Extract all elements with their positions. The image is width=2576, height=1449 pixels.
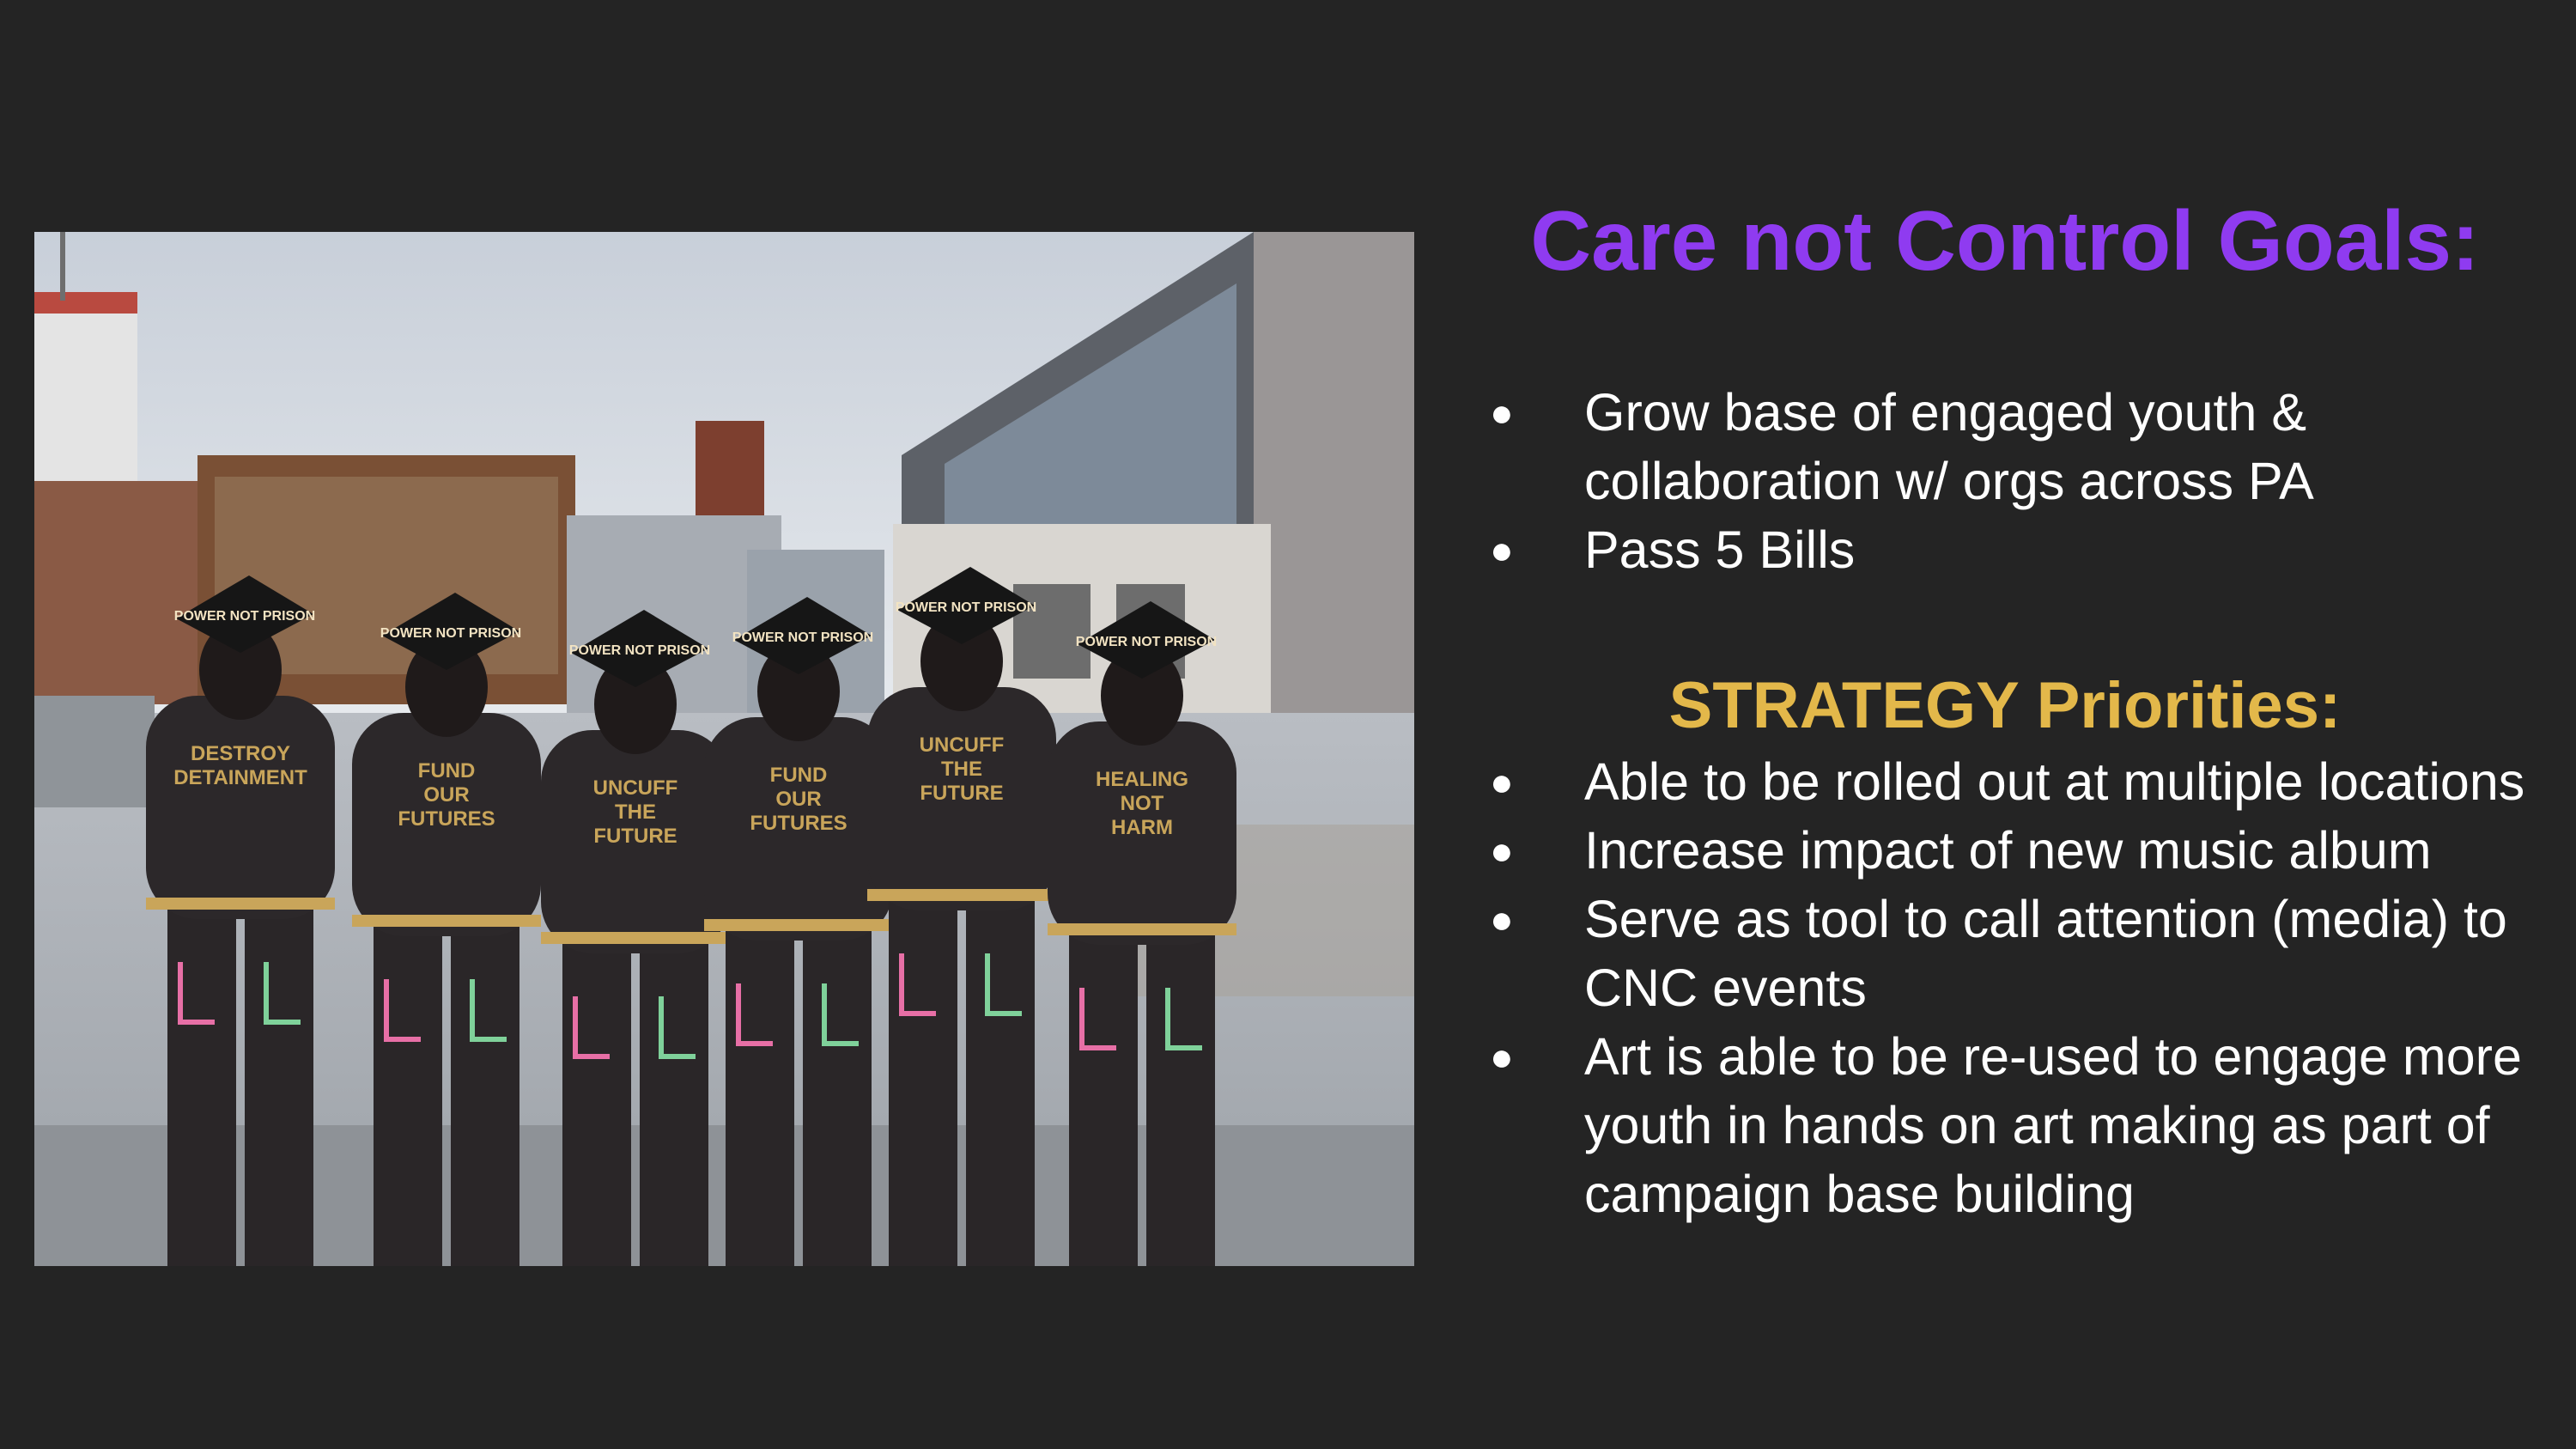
- person: POWER NOT PRISON FUND OUR FUTURES: [352, 593, 541, 1266]
- head: [920, 612, 1003, 711]
- jumpsuit: [867, 687, 1056, 910]
- person: POWER NOT PRISON FUND OUR FUTURES: [704, 597, 893, 1266]
- cap-text: POWER NOT PRISON: [896, 600, 1036, 615]
- goal-item: ● Pass 5 Bills: [1477, 515, 2542, 584]
- rooftop-photo: POWER NOT PRISON DESTROY DETAINMENT POWER N…: [34, 232, 1414, 1266]
- bullet-icon: ●: [1490, 390, 1514, 435]
- head: [757, 642, 840, 741]
- strategy-item: ● Serve as tool to call attention (media)…: [1477, 885, 2567, 1022]
- cap-text: POWER NOT PRISON: [1076, 635, 1217, 649]
- graduation-cap: [734, 597, 872, 674]
- slide-title: Care not Control Goals:: [1530, 193, 2480, 288]
- jumpsuit: [146, 696, 335, 919]
- goal-text: Pass 5 Bills: [1584, 521, 1856, 579]
- bullet-icon: ●: [1490, 1034, 1514, 1079]
- strategy-text: Serve as tool to call attention (media) …: [1584, 890, 2507, 1017]
- strategy-item: ● Art is able to be re-used to engage mor…: [1477, 1022, 2567, 1228]
- graduation-cap: [571, 610, 708, 687]
- bullet-icon: ●: [1490, 828, 1514, 873]
- strategy-item: ● Able to be rolled out at multiple locat…: [1477, 747, 2567, 816]
- graduation-cap: [382, 593, 519, 670]
- jacket-text: HEALING NOT HARM: [1096, 768, 1188, 839]
- strategy-item: ● Increase impact of new music album: [1477, 816, 2567, 885]
- jacket-text: FUND OUR FUTURES: [398, 759, 495, 831]
- belt: [352, 915, 541, 927]
- jumpsuit: [541, 730, 730, 953]
- jacket-text: DESTROY DETAINMENT: [173, 742, 307, 789]
- goal-item: ● Grow base of engaged youth & collaborat…: [1477, 378, 2542, 515]
- cap-text: POWER NOT PRISON: [380, 626, 521, 641]
- person: POWER NOT PRISON DESTROY DETAINMENT: [146, 575, 335, 1266]
- head: [594, 654, 677, 754]
- head: [1101, 646, 1183, 746]
- bullet-icon: ●: [1490, 759, 1514, 804]
- head: [199, 620, 282, 720]
- strategy-list: ● Able to be rolled out at multiple locat…: [1477, 747, 2567, 1228]
- graduation-cap: [176, 575, 313, 653]
- jumpsuit: [704, 717, 893, 941]
- graduation-cap: [1078, 601, 1215, 679]
- cap-text: POWER NOT PRISON: [569, 643, 710, 658]
- bullet-icon: ●: [1490, 527, 1514, 572]
- belt: [146, 898, 335, 910]
- jacket-text: FUND OUR FUTURES: [750, 764, 847, 835]
- strategy-title: STRATEGY Priorities:: [1668, 669, 2342, 742]
- person: POWER NOT PRISON UNCUFF THE FUTURE: [541, 610, 730, 1266]
- strategy-text: Able to be rolled out at multiple locati…: [1584, 752, 2525, 811]
- bullet-icon: ●: [1490, 897, 1514, 941]
- cap-text: POWER NOT PRISON: [732, 630, 873, 645]
- belt: [704, 919, 893, 931]
- belt: [541, 932, 730, 944]
- jumpsuit: [1048, 721, 1236, 945]
- cap-text: POWER NOT PRISON: [174, 609, 315, 624]
- head: [405, 637, 488, 737]
- strategy-text: Art is able to be re-used to engage more…: [1584, 1027, 2522, 1223]
- goal-text: Grow base of engaged youth & collaborati…: [1584, 383, 2314, 510]
- belt: [867, 889, 1056, 901]
- person: POWER NOT PRISON HEALING NOT HARM: [1048, 601, 1236, 1266]
- jacket-text: UNCUFF THE FUTURE: [593, 776, 678, 848]
- strategy-text: Increase impact of new music album: [1584, 821, 2432, 880]
- jumpsuit: [352, 713, 541, 936]
- person: POWER NOT PRISON UNCUFF THE FUTURE: [867, 567, 1056, 1266]
- goals-list: ● Grow base of engaged youth & collaborat…: [1477, 378, 2542, 584]
- jacket-text: UNCUFF THE FUTURE: [920, 734, 1005, 805]
- graduation-cap: [897, 567, 1035, 644]
- belt: [1048, 923, 1236, 935]
